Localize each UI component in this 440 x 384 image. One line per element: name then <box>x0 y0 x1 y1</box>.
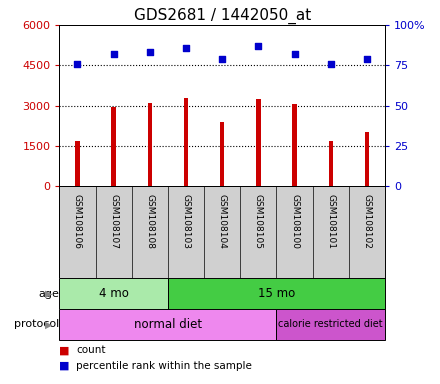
Text: GSM108100: GSM108100 <box>290 194 299 248</box>
Bar <box>256 99 260 186</box>
Text: ▶: ▶ <box>44 289 52 299</box>
Bar <box>184 98 188 186</box>
Point <box>110 51 117 57</box>
Bar <box>148 103 152 186</box>
Text: GSM108102: GSM108102 <box>363 194 371 248</box>
Text: calorie restricted diet: calorie restricted diet <box>279 319 383 329</box>
Point <box>219 56 226 62</box>
Point <box>255 43 262 49</box>
Text: GSM108105: GSM108105 <box>254 194 263 248</box>
Text: GSM108108: GSM108108 <box>145 194 154 248</box>
Bar <box>75 141 80 186</box>
Bar <box>220 122 224 186</box>
Text: GSM108103: GSM108103 <box>182 194 191 248</box>
Text: GSM108104: GSM108104 <box>218 194 227 248</box>
Text: ■: ■ <box>59 345 70 355</box>
Point <box>147 49 154 55</box>
Text: 15 mo: 15 mo <box>258 287 295 300</box>
Bar <box>276 309 385 340</box>
Text: count: count <box>76 345 106 355</box>
Text: 4 mo: 4 mo <box>99 287 128 300</box>
Point <box>183 45 190 51</box>
Bar <box>329 141 333 186</box>
Bar <box>111 107 116 186</box>
Bar <box>365 132 369 186</box>
Text: ▶: ▶ <box>44 319 52 329</box>
Text: age: age <box>39 289 59 299</box>
Point <box>74 61 81 67</box>
Point <box>291 51 298 57</box>
Text: protocol: protocol <box>14 319 59 329</box>
Text: GSM108106: GSM108106 <box>73 194 82 248</box>
Point <box>327 61 334 67</box>
Text: normal diet: normal diet <box>134 318 202 331</box>
Text: percentile rank within the sample: percentile rank within the sample <box>76 361 252 371</box>
Bar <box>59 309 276 340</box>
Point <box>363 56 370 62</box>
Bar <box>293 104 297 186</box>
Text: ■: ■ <box>59 361 70 371</box>
Bar <box>168 278 385 309</box>
Title: GDS2681 / 1442050_at: GDS2681 / 1442050_at <box>134 7 311 23</box>
Text: GSM108101: GSM108101 <box>326 194 335 248</box>
Text: GSM108107: GSM108107 <box>109 194 118 248</box>
Bar <box>59 278 168 309</box>
